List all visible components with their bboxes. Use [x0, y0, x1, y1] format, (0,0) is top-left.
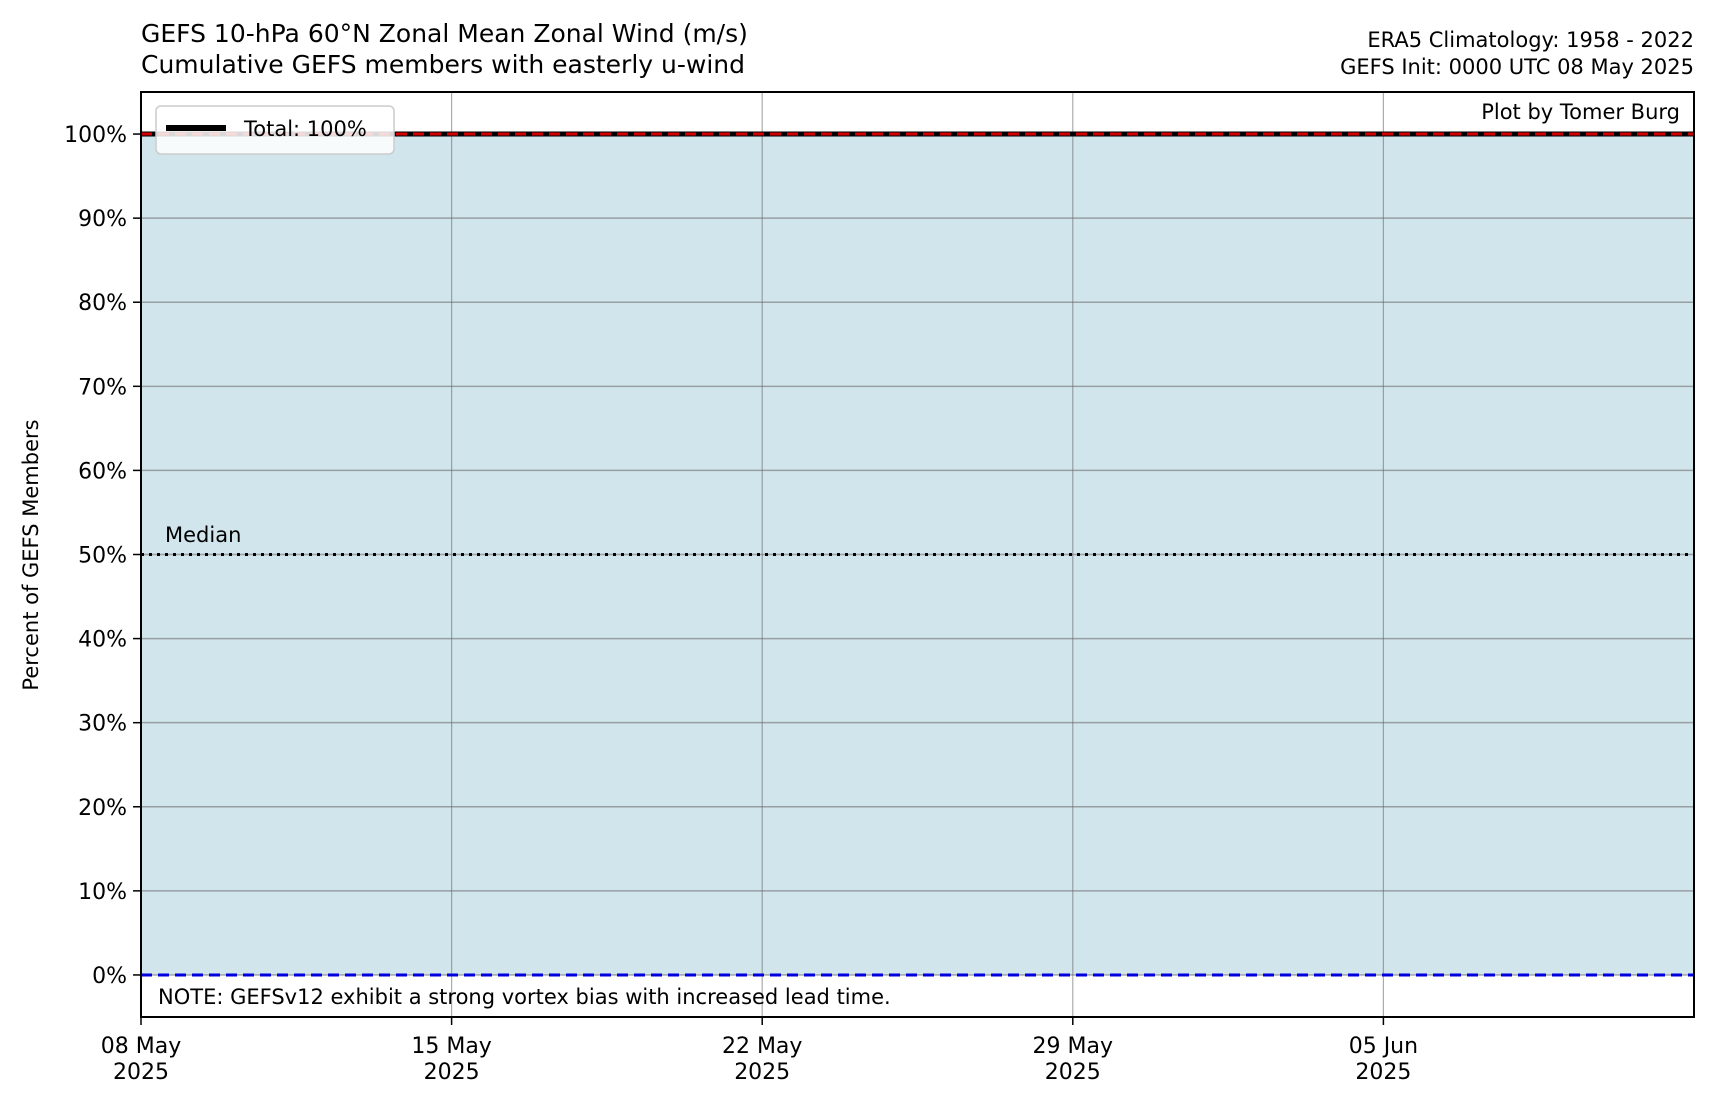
x-tick-year: 2025: [424, 1060, 480, 1085]
plot-area: [140, 91, 1695, 1018]
chart-title: GEFS 10-hPa 60°N Zonal Mean Zonal Wind (…: [141, 19, 748, 48]
x-tick-year: 2025: [113, 1060, 169, 1085]
y-axis: 0% 10% 20% 30% 40% 50% 60% 70% 80% 90% 100%: [64, 123, 141, 989]
x-tick-label: 29 May: [1033, 1034, 1113, 1059]
reference-lines: [141, 132, 1694, 977]
info-line-init: GEFS Init: 0000 UTC 08 May 2025: [1340, 55, 1694, 79]
plot-credit: Plot by Tomer Burg: [1481, 100, 1680, 124]
x-tick-label: 15 May: [411, 1034, 491, 1059]
x-tick-label: 22 May: [722, 1034, 802, 1059]
chart-subtitle: Cumulative GEFS members with easterly u-…: [141, 50, 745, 79]
y-tick-label: 60%: [78, 459, 127, 484]
y-tick-label: 10%: [78, 880, 127, 905]
x-tick-year: 2025: [734, 1060, 790, 1085]
y-axis-label: Percent of GEFS Members: [19, 419, 43, 690]
legend: Total: 100%: [155, 105, 395, 155]
y-tick-label: 0%: [92, 964, 127, 989]
legend-box: [155, 105, 395, 155]
median-label: Median: [165, 523, 241, 547]
bias-note: NOTE: GEFSv12 exhibit a strong vortex bi…: [158, 985, 891, 1009]
y-tick-label: 30%: [78, 712, 127, 737]
x-tick-year: 2025: [1355, 1060, 1411, 1085]
y-tick-label: 90%: [78, 207, 127, 232]
y-tick-label: 70%: [78, 375, 127, 400]
x-tick-year: 2025: [1045, 1060, 1101, 1085]
legend-label-total: Total: 100%: [243, 117, 367, 141]
y-tick-label: 100%: [64, 123, 127, 148]
info-line-climatology: ERA5 Climatology: 1958 - 2022: [1367, 28, 1694, 52]
x-tick-label: 05 Jun: [1349, 1034, 1418, 1059]
y-tick-label: 80%: [78, 291, 127, 316]
x-tick-label: 08 May: [101, 1034, 181, 1059]
y-tick-label: 40%: [78, 628, 127, 653]
y-tick-label: 20%: [78, 796, 127, 821]
y-tick-label: 50%: [78, 544, 127, 569]
